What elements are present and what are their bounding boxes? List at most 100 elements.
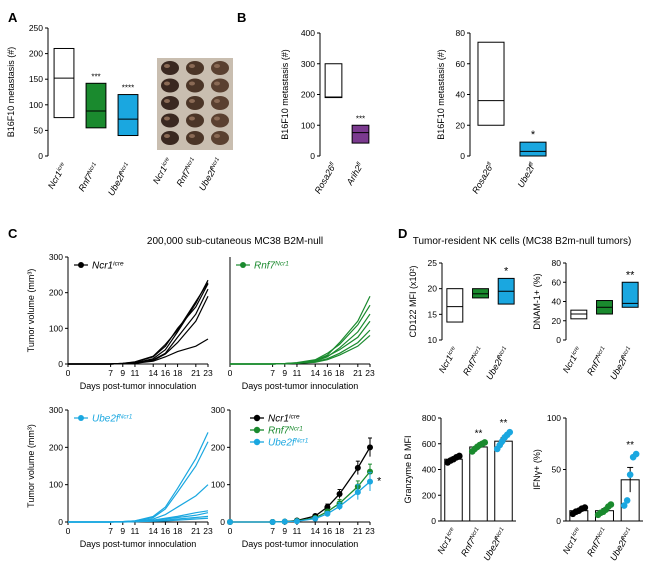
lung-highlight xyxy=(164,134,170,138)
lung-photo xyxy=(157,58,233,150)
significance-label: ** xyxy=(475,428,483,439)
x-tick-label: 21 xyxy=(353,526,363,536)
series-line xyxy=(230,471,371,523)
x-tick-label: Rnf7Ncr1 xyxy=(585,526,609,558)
x-tick-label: 0 xyxy=(66,526,71,536)
y-tick-label: 300 xyxy=(49,252,63,262)
panel-letter-c: C xyxy=(8,226,18,241)
x-tick-label: 14 xyxy=(310,368,320,378)
x-tick-label: 11 xyxy=(131,526,140,536)
significance-label: ** xyxy=(626,269,635,281)
x-tick-label: 18 xyxy=(173,368,183,378)
y-tick-label: 0 xyxy=(58,517,63,527)
x-tick-label: 21 xyxy=(191,526,201,536)
y-axis-label: B16F10 metastasis (#) xyxy=(280,49,290,140)
series-line xyxy=(230,295,371,365)
lung-highlight xyxy=(189,64,195,68)
y-tick-label: 200 xyxy=(422,490,436,500)
y-tick-label: 60 xyxy=(456,59,466,69)
data-point xyxy=(293,518,300,525)
photo-label: Rnf7Ncr1 xyxy=(174,156,198,188)
y-tick-label: 10 xyxy=(428,335,438,345)
data-point xyxy=(227,519,233,525)
data-point xyxy=(581,504,589,511)
series-line xyxy=(68,432,209,523)
y-tick-label: 20 xyxy=(456,120,466,130)
x-tick-label: Ncr1icre xyxy=(46,160,69,190)
x-tick-label: 9 xyxy=(282,526,287,536)
x-tick-label: 11 xyxy=(293,526,302,536)
y-tick-label: 80 xyxy=(552,258,562,268)
box-Arih2fl xyxy=(351,124,370,144)
lung-sample xyxy=(186,78,204,93)
data-point xyxy=(623,497,631,504)
data-point xyxy=(269,519,276,525)
y-tick-label: 0 xyxy=(556,516,561,526)
legend-label: Ncr1icre xyxy=(92,260,124,272)
x-tick-label: 14 xyxy=(310,526,320,536)
x-tick-label: 23 xyxy=(365,526,375,536)
lung-sample xyxy=(211,113,229,128)
x-tick-label: 16 xyxy=(323,526,333,536)
box-Ncr1icre xyxy=(53,47,75,119)
x-tick-label: 9 xyxy=(282,368,287,378)
lung-highlight xyxy=(189,116,195,121)
chart-C1: 0 100 200 300 Tumor volume (mm³) 0 7 9 11 14 16 18 2… xyxy=(26,252,213,391)
lung-sample xyxy=(186,131,204,145)
chart-B1: 0 100 200 300 400 B16F10 metastasis (#) Rosa26… xyxy=(280,28,370,195)
lung-sample xyxy=(186,113,204,128)
y-axis-label: CD122 MFI (x10²) xyxy=(408,265,418,337)
y-tick-label: 100 xyxy=(547,413,561,423)
y-tick-label: 0 xyxy=(310,151,315,161)
data-point xyxy=(336,491,343,497)
bar-Rnf7Ncr1 xyxy=(469,446,488,522)
series-line xyxy=(68,283,209,365)
lung-highlight xyxy=(189,134,195,138)
y-axis-label: B16F10 metastasis (#) xyxy=(6,47,16,138)
x-tick-label: Rosa26fl xyxy=(313,160,339,195)
legend-marker xyxy=(78,262,84,268)
y-axis-label: IFNγ+ (%) xyxy=(532,449,542,490)
panel-c-header: 200,000 sub-cutaneous MC38 B2M-null xyxy=(147,236,323,247)
legend-marker xyxy=(253,438,261,446)
lung-sample xyxy=(211,78,229,93)
chart-C4: 0 100 200 300 0 7 9 11 14 16 18 21 23 Days post-tumor… xyxy=(211,405,382,549)
y-tick-label: 150 xyxy=(29,74,43,84)
x-tick-label: Ube2ffl xyxy=(516,160,538,189)
x-tick-label: Ube2fNcr1 xyxy=(484,345,511,382)
chart-D1: 10 15 20 25 CD122 MFI (x10²) Ncr1icreRnf7Ncr1… xyxy=(408,258,515,382)
box-Ncr1icre xyxy=(446,288,464,323)
lung-sample xyxy=(161,61,179,75)
data-point xyxy=(506,428,514,436)
x-tick-label: 16 xyxy=(161,526,171,536)
y-tick-label: 40 xyxy=(552,297,562,307)
data-point xyxy=(607,501,615,508)
y-tick-label: 600 xyxy=(422,439,436,449)
panel-d-header: Tumor-resident NK cells (MC38 B2m-null t… xyxy=(413,236,632,247)
lung-sample xyxy=(161,113,179,128)
legend-marker xyxy=(253,426,261,434)
chart-D3: 0 200 400 600 800 Granzyme B MFI Ncr1icre ** Rnf… xyxy=(403,413,516,563)
x-tick-label: 0 xyxy=(228,368,233,378)
lung-highlight xyxy=(214,64,220,68)
chart-C2: 0 7 9 11 14 16 18 21 23 Days post-tumor innoculat… xyxy=(228,257,375,391)
x-tick-label: 16 xyxy=(161,368,171,378)
y-axis-label: DNAM-1+ (%) xyxy=(532,273,542,329)
data-point xyxy=(367,478,373,485)
data-point xyxy=(336,503,343,510)
x-tick-label: Rnf7Ncr1 xyxy=(585,345,609,377)
x-tick-label: Ncr1icre xyxy=(561,525,584,555)
y-tick-label: 20 xyxy=(428,284,438,294)
x-tick-label: 11 xyxy=(131,368,140,378)
y-tick-label: 200 xyxy=(29,49,43,59)
y-tick-label: 50 xyxy=(34,125,44,135)
series-line xyxy=(230,313,371,365)
x-tick-label: 16 xyxy=(323,368,333,378)
y-tick-label: 20 xyxy=(552,316,562,326)
y-axis-label: Tumor volume (mm³) xyxy=(26,424,36,508)
lung-sample xyxy=(161,131,179,145)
legend-marker xyxy=(78,415,84,421)
x-tick-label: 21 xyxy=(191,368,201,378)
significance-label: * xyxy=(531,129,536,141)
